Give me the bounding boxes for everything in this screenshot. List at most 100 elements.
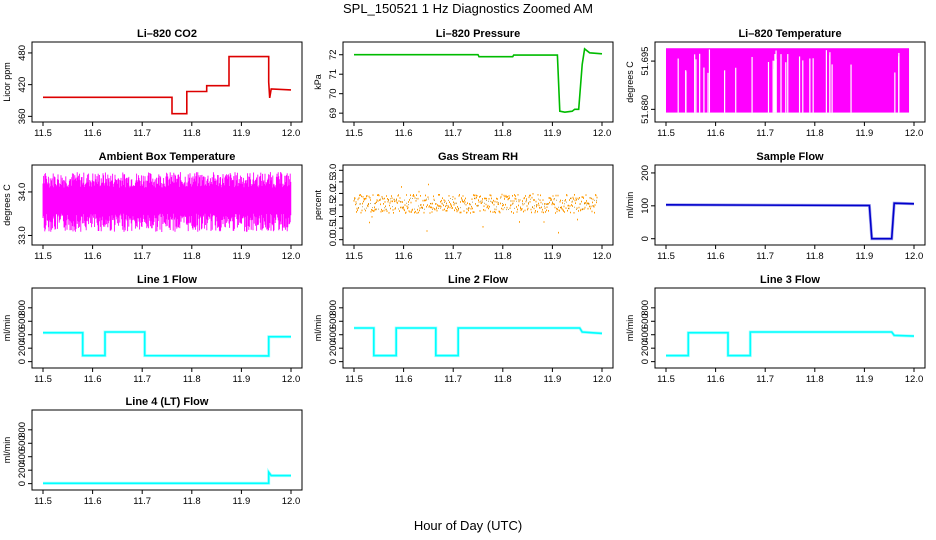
x-tick-label: 11.6 [84, 128, 102, 139]
y-tick-label: 0.5 [328, 222, 339, 235]
y-axis-label: ml/min [2, 437, 12, 464]
x-tick-label: 12.0 [905, 128, 924, 139]
series-gap [677, 58, 679, 113]
x-tick-label: 11.8 [494, 128, 512, 139]
y-tick-label: 72 [328, 49, 339, 60]
y-tick-label: 70 [328, 88, 339, 99]
series-gap [894, 72, 896, 113]
series-line [665, 202, 915, 240]
chart-line4: Line 4 (LT) Flow ml/min 11.5 11.6 11.7 11.8 11… [2, 396, 303, 507]
series-line [43, 469, 291, 485]
x-tick-label: 11.8 [494, 374, 512, 385]
x-tick-label: 11.6 [395, 374, 413, 385]
series-line [354, 47, 603, 114]
series-points [353, 183, 598, 234]
x-tick-label: 11.5 [34, 374, 52, 385]
series-gap [802, 60, 804, 113]
x-tick-label: 12.0 [282, 251, 301, 262]
y-tick-label: 800 [17, 422, 28, 438]
series-line [354, 327, 603, 357]
series-line-noise [665, 201, 915, 241]
chart-licor-temp: Li–820 Temperature degrees C 11.5 11.6 11.7 1… [625, 28, 926, 139]
y-tick-label: 800 [328, 300, 339, 316]
series-line [43, 55, 292, 115]
series-gap [685, 71, 687, 113]
series-gap [772, 69, 774, 113]
x-tick-label: 11.9 [856, 128, 874, 139]
x-tick-label: 11.5 [657, 374, 675, 385]
chart-title: Line 3 Flow [760, 274, 820, 286]
x-tick-label: 11.8 [806, 374, 824, 385]
x-tick-label: 11.9 [233, 496, 251, 507]
series-line-noise [43, 467, 291, 485]
x-axis-title: Hour of Day (UTC) [413, 518, 523, 533]
y-axis-label: ml/min [625, 192, 635, 219]
y-tick-label: 600 [328, 313, 339, 329]
chart-box-temp: Ambient Box Temperature degrees C 11.5 11.6… [2, 151, 303, 262]
chart-title: Line 2 Flow [448, 274, 508, 286]
x-tick-label: 11.6 [395, 128, 413, 139]
y-tick-label: 800 [17, 300, 28, 316]
x-tick-label: 12.0 [593, 128, 612, 139]
x-tick-label: 11.8 [183, 496, 201, 507]
series-gap [751, 56, 753, 113]
x-tick-label: 11.5 [345, 128, 363, 139]
x-tick-label: 12.0 [282, 374, 301, 385]
x-tick-label: 11.5 [657, 128, 675, 139]
y-tick-label: 200 [328, 340, 339, 356]
x-tick-label: 11.9 [233, 374, 251, 385]
chart-title: Line 1 Flow [137, 274, 197, 286]
y-tick-label: 600 [17, 313, 28, 329]
x-tick-label: 11.5 [34, 496, 52, 507]
series-gap [708, 49, 711, 113]
x-tick-label: 11.8 [183, 251, 201, 262]
x-tick-label: 11.7 [756, 128, 774, 139]
y-tick-label: 200 [640, 340, 651, 356]
y-tick-label: 400 [328, 327, 339, 343]
chart-title: Line 4 (LT) Flow [126, 396, 209, 408]
x-tick-label: 11.5 [345, 374, 363, 385]
x-tick-label: 11.7 [444, 374, 462, 385]
y-tick-label: 2.5 [328, 175, 339, 188]
y-axis-label: ml/min [2, 315, 12, 342]
chart-sample-flow: Sample Flow ml/min 11.5 11.6 11.7 11.8 11.9 12.… [625, 151, 926, 262]
x-tick-label: 11.8 [806, 251, 824, 262]
series-line [43, 331, 291, 357]
series-line-noise [354, 326, 603, 358]
series-line-noise [43, 330, 291, 358]
y-tick-label: 0.0 [328, 233, 339, 246]
chart-co2: Li–820 CO2 Licor ppm 11.5 11.6 11.7 11.8 11.9 1… [2, 28, 303, 139]
series-gap [785, 62, 787, 113]
series-gap [809, 58, 811, 113]
x-tick-label: 11.8 [806, 128, 824, 139]
chart-rh: Gas Stream RH percent 11.5 11.6 11.7 11.8 11.9… [313, 151, 614, 262]
x-tick-label: 11.5 [34, 128, 52, 139]
x-tick-label: 11.9 [233, 251, 251, 262]
x-tick-label: 11.9 [856, 374, 874, 385]
y-axis-label: Licor ppm [2, 62, 12, 102]
y-tick-label: 200 [17, 462, 28, 478]
x-tick-label: 11.5 [34, 251, 52, 262]
x-tick-label: 11.6 [707, 251, 725, 262]
x-tick-label: 11.8 [494, 251, 512, 262]
series-gap [694, 54, 696, 113]
x-tick-label: 11.6 [84, 251, 102, 262]
x-tick-label: 11.7 [133, 496, 151, 507]
y-axis-label: ml/min [313, 315, 323, 342]
x-tick-label: 12.0 [593, 374, 612, 385]
y-tick-label: 400 [17, 449, 28, 465]
y-tick-label: 480 [17, 45, 28, 61]
x-tick-label: 11.5 [657, 251, 675, 262]
x-tick-label: 11.9 [544, 251, 562, 262]
y-tick-label: 33.0 [17, 226, 28, 245]
x-tick-label: 11.5 [345, 251, 363, 262]
y-tick-label: 1.0 [328, 210, 339, 223]
y-axis-label: kPa [313, 74, 323, 90]
series-gap [812, 58, 814, 113]
x-tick-label: 11.8 [183, 374, 201, 385]
chart-title: Li–820 Temperature [738, 28, 841, 40]
y-tick-label: 1.5 [328, 198, 339, 211]
y-tick-label: 200 [640, 165, 651, 181]
series-gap [724, 70, 726, 113]
plot-frame [31, 409, 303, 491]
